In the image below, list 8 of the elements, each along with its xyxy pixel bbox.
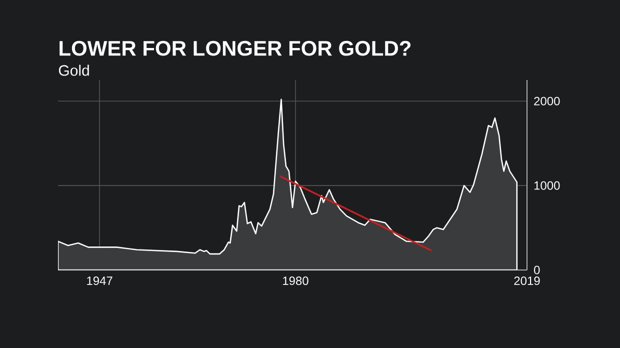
y-tick-label: 2000 xyxy=(534,96,560,106)
y-tick-label: 0 xyxy=(534,266,540,274)
x-tick-label: 1947 xyxy=(87,276,112,286)
chart-title: LOWER FOR LONGER FOR GOLD? xyxy=(60,40,410,56)
y-tick-label: 1000 xyxy=(534,181,560,190)
x-tick-label: 2019 xyxy=(514,276,540,286)
chart-subtitle: Gold xyxy=(58,64,89,76)
x-tick-label: 1980 xyxy=(283,276,308,286)
